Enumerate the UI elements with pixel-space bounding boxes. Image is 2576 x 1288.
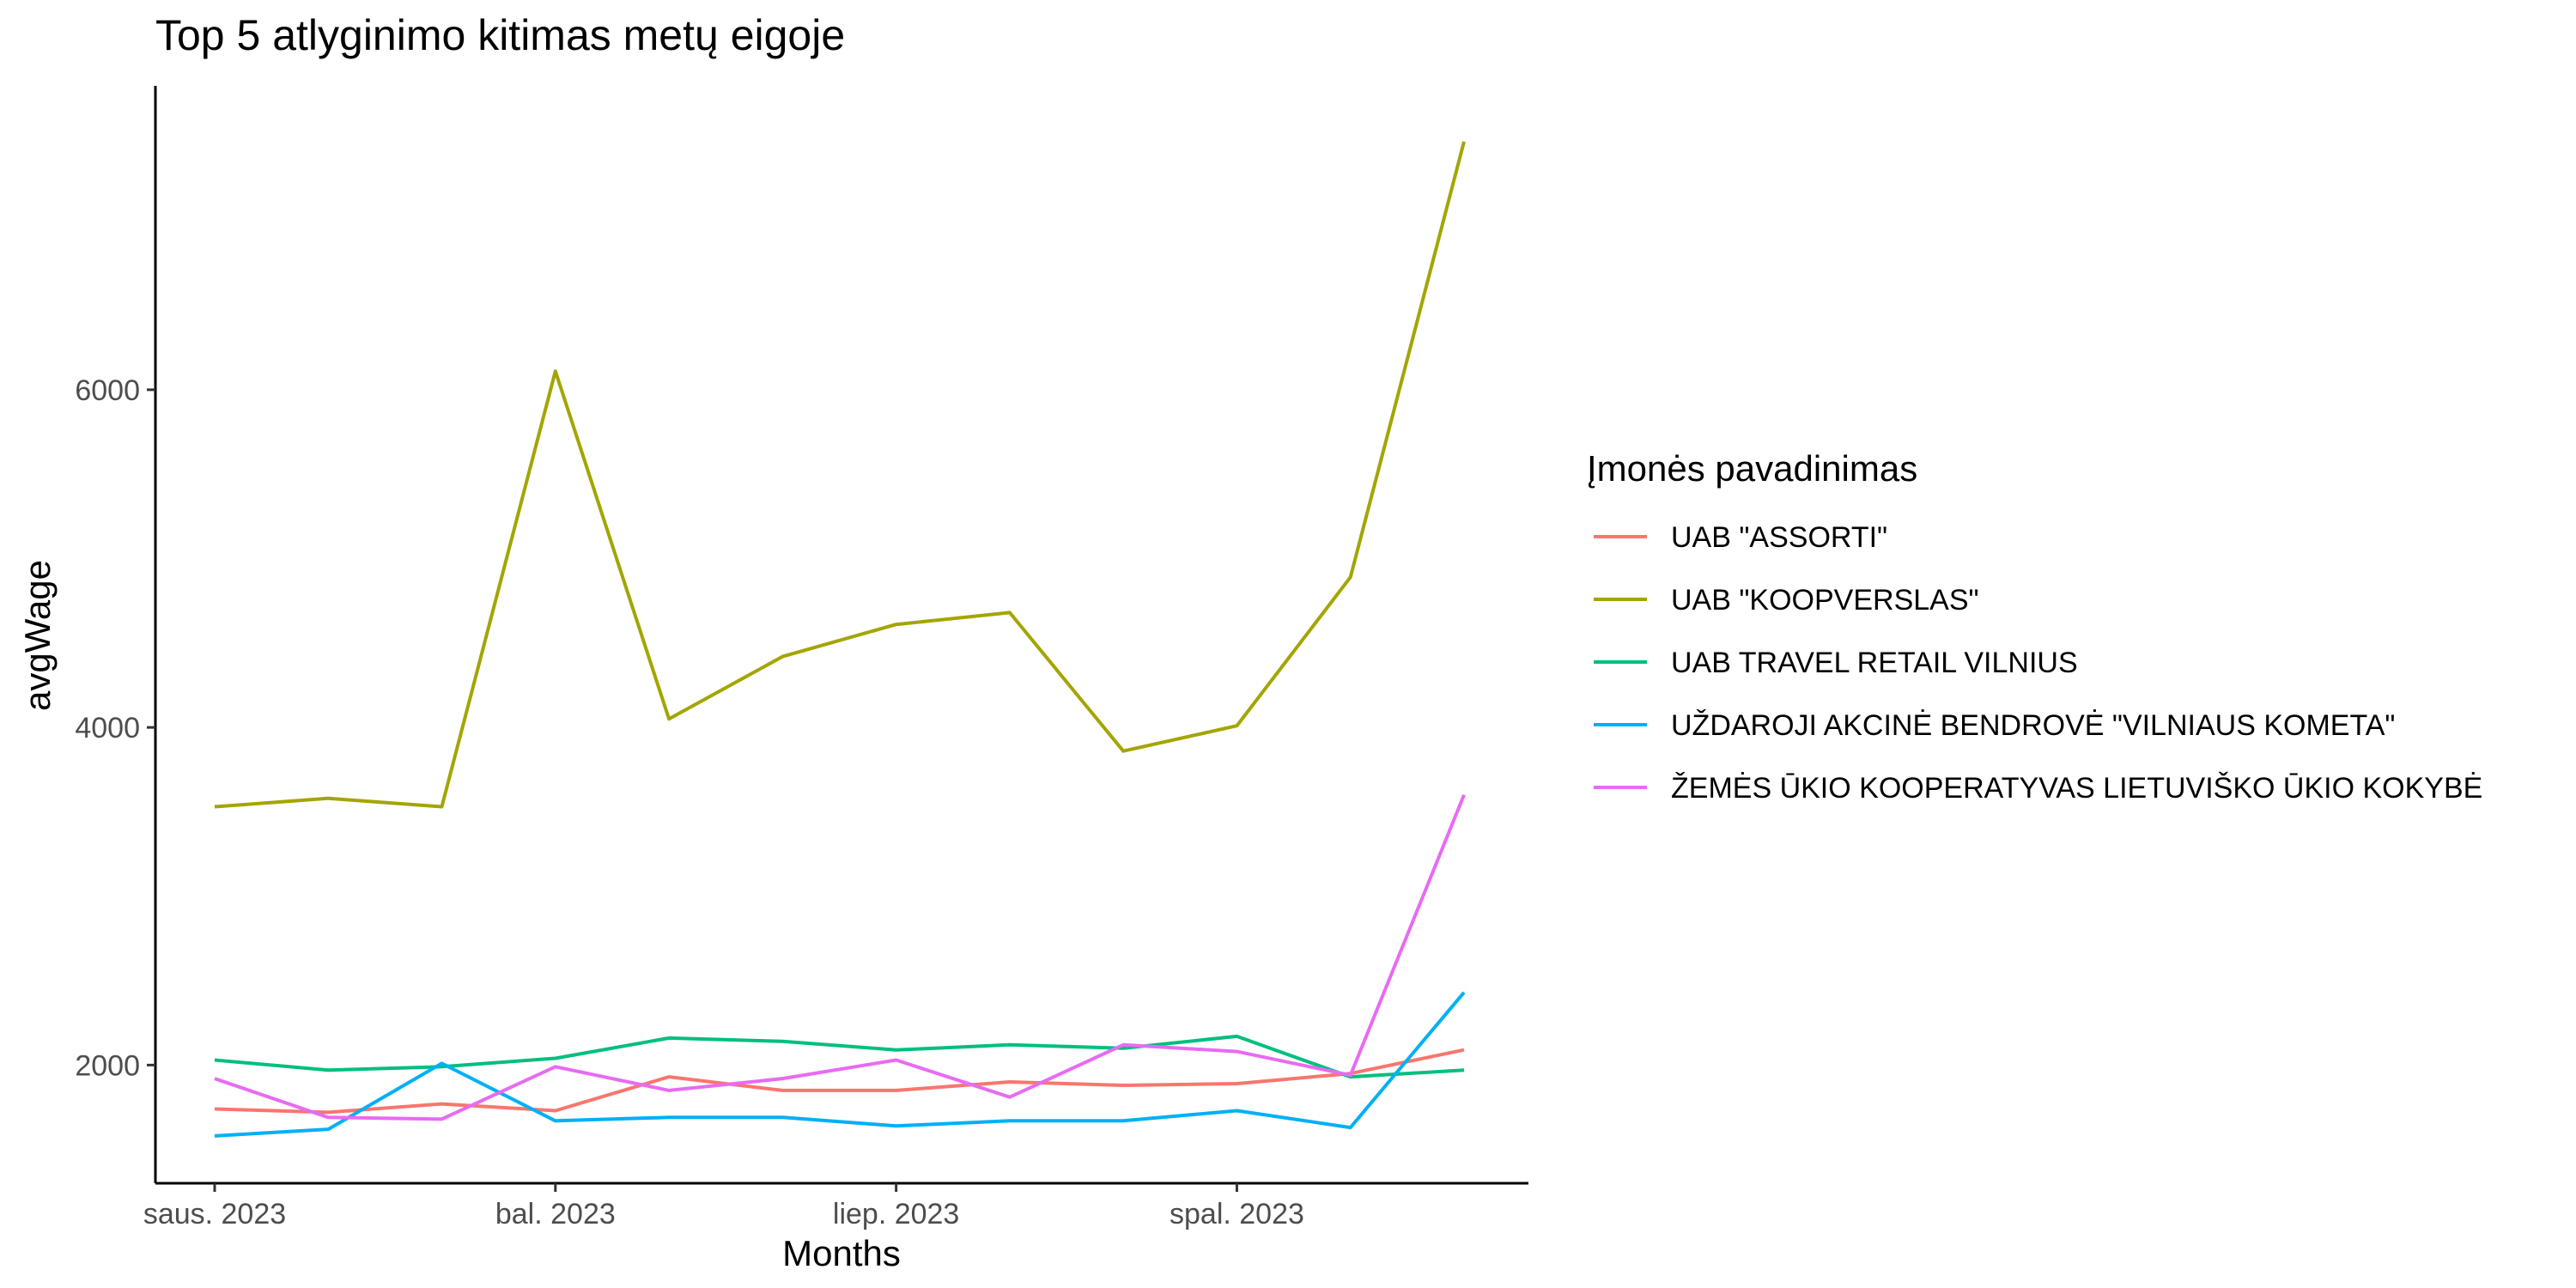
legend-label: UAB TRAVEL RETAIL VILNIUS xyxy=(1671,647,2078,679)
series-lines xyxy=(214,141,1466,1138)
y-axis-ticks: 2000 4000 6000 xyxy=(75,374,155,1082)
legend-label: UŽDAROJI AKCINĖ BENDROVĖ "VILNIAUS KOMET… xyxy=(1671,709,2395,742)
series-line-2 xyxy=(214,141,1466,809)
legend-items: UAB "ASSORTI" UAB "KOOPVERSLAS" UAB TRAVEL… xyxy=(1594,521,2482,805)
x-axis-ticks: saus. 2023 bal. 2023 liep. 2023 spal. 2023 xyxy=(143,1183,1304,1230)
legend: Įmonės pavadinimas UAB "ASSORTI" UAB "KOO… xyxy=(1587,448,2482,805)
x-tick-label: spal. 2023 xyxy=(1170,1198,1304,1230)
series-line-4 xyxy=(214,991,1466,1138)
y-tick-label: 6000 xyxy=(75,374,140,407)
chart-title: Top 5 atlyginimo kitimas metų eigoje xyxy=(155,11,845,59)
x-tick-label: saus. 2023 xyxy=(143,1198,286,1230)
legend-label: UAB "ASSORTI" xyxy=(1671,521,1887,554)
legend-label: UAB "KOOPVERSLAS" xyxy=(1671,584,1979,617)
legend-title: Įmonės pavadinimas xyxy=(1587,448,1917,489)
plot-area: 2000 4000 6000 saus. 2023 bal. 2023 liep. 20… xyxy=(75,86,1528,1230)
y-axis-title: avgWage xyxy=(17,560,58,711)
y-tick-label: 2000 xyxy=(75,1049,140,1082)
series-line-5 xyxy=(214,794,1466,1121)
x-tick-label: bal. 2023 xyxy=(495,1198,616,1230)
x-tick-label: liep. 2023 xyxy=(833,1198,959,1230)
legend-label: ŽEMĖS ŪKIO KOOPERATYVAS LIETUVIŠKO ŪKIO … xyxy=(1671,772,2482,805)
series-line-1 xyxy=(214,1048,1465,1115)
y-tick-label: 4000 xyxy=(75,712,140,744)
x-axis-title: Months xyxy=(782,1233,901,1273)
series-line-3 xyxy=(214,1034,1465,1079)
